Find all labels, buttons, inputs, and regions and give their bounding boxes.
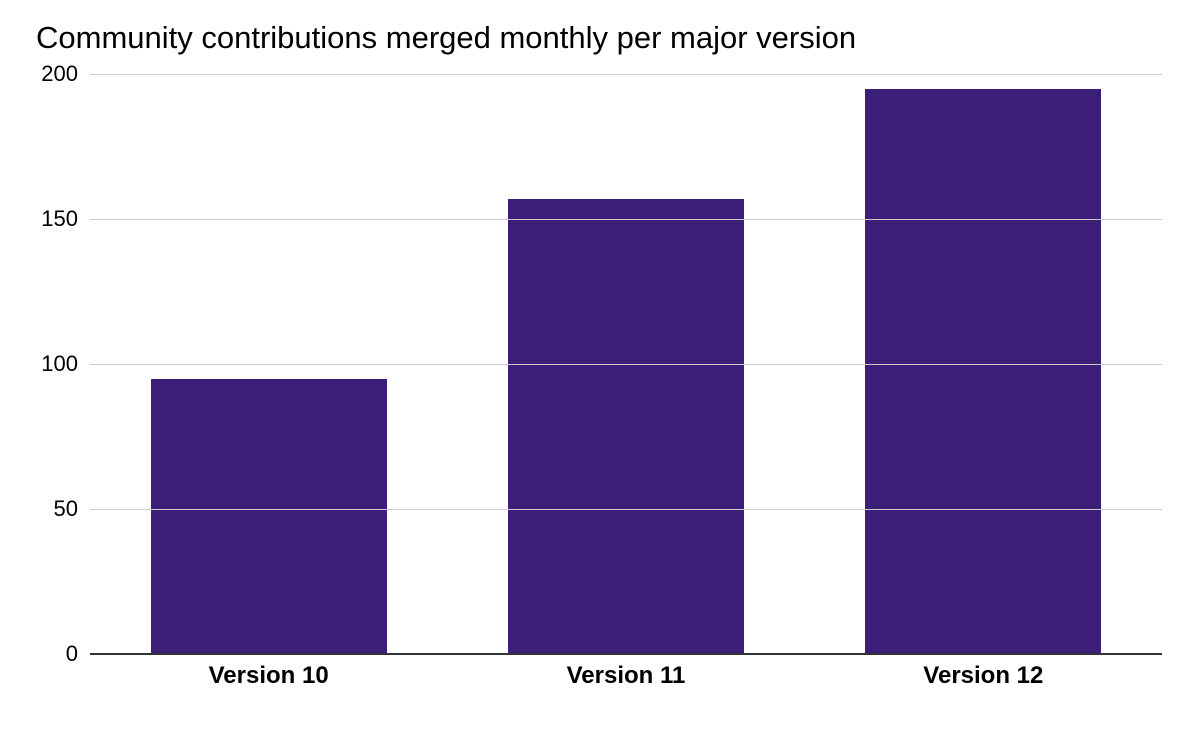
gridline [90, 74, 1162, 75]
gridline [90, 509, 1162, 510]
grid-and-bars: Version 10Version 11Version 12 [90, 74, 1162, 694]
x-axis-labels: Version 10Version 11Version 12 [90, 654, 1162, 694]
chart-container: Community contributions merged monthly p… [0, 0, 1192, 734]
bar [508, 199, 744, 654]
y-tick-label: 150 [41, 206, 78, 232]
x-tick-label: Version 11 [447, 654, 804, 694]
y-tick-label: 200 [41, 61, 78, 87]
bar [151, 379, 387, 655]
x-tick-label: Version 12 [805, 654, 1162, 694]
y-axis: 050100150200 [30, 74, 90, 694]
baseline [90, 653, 1162, 655]
plot-area: 050100150200 Version 10Version 11Version… [30, 74, 1162, 694]
y-tick-label: 50 [54, 496, 78, 522]
chart-title: Community contributions merged monthly p… [36, 20, 1162, 56]
gridline [90, 364, 1162, 365]
y-tick-label: 0 [66, 641, 78, 667]
x-tick-label: Version 10 [90, 654, 447, 694]
gridline [90, 219, 1162, 220]
bar [865, 89, 1101, 655]
y-tick-label: 100 [41, 351, 78, 377]
